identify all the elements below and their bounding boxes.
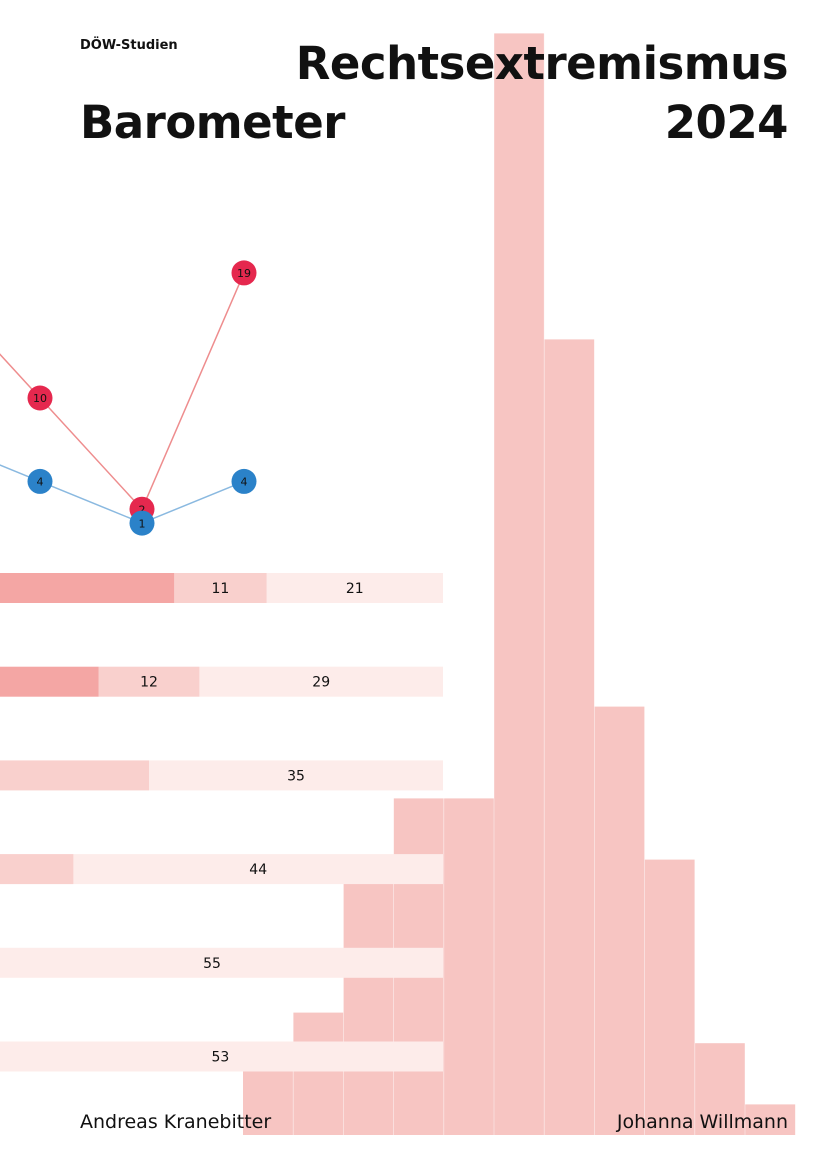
line-chart: 10 2 19 4 1 4 bbox=[0, 260, 257, 536]
histogram-bar-3 bbox=[343, 859, 394, 1135]
bar-segment bbox=[266, 573, 443, 603]
histogram-bar-5 bbox=[443, 798, 494, 1135]
histogram-bar-8 bbox=[594, 706, 645, 1135]
series-line-1 bbox=[0, 272, 245, 511]
bar-segment-remainder bbox=[0, 854, 74, 885]
bar-segment-remainder bbox=[0, 760, 149, 791]
title-line-2-right: 2024 bbox=[664, 96, 789, 149]
bar-segment bbox=[199, 666, 443, 697]
series-line-2 bbox=[0, 464, 245, 524]
title-line-1: Rechtsextremismus bbox=[295, 37, 789, 90]
series-1-point-label: 10 bbox=[33, 392, 47, 405]
bar-value-label: 12 bbox=[140, 675, 158, 691]
series-2-point-label: 4 bbox=[241, 476, 248, 489]
bar-value-label: 11 bbox=[211, 581, 229, 597]
series-2-point bbox=[231, 468, 257, 494]
series-1-point bbox=[27, 385, 53, 411]
bar-segment bbox=[0, 1041, 444, 1072]
bar-segment-remainder bbox=[0, 573, 175, 603]
bar-value-label: 35 bbox=[287, 768, 305, 784]
series-1-point bbox=[231, 260, 257, 286]
series-label: DÖW-Studien bbox=[80, 38, 178, 53]
author-left: Andreas Kranebitter bbox=[80, 1111, 272, 1133]
title-line-2-left: Barometer bbox=[80, 96, 345, 149]
series-1-point-label: 19 bbox=[237, 267, 251, 280]
series-2-point bbox=[129, 510, 155, 536]
histogram-bar-2 bbox=[293, 1012, 344, 1135]
histogram-bar-6 bbox=[494, 33, 545, 1135]
stacked-bar-chart: 21 11 29 12 35 44 55 53 bbox=[0, 573, 444, 1072]
series-1-point-label: 2 bbox=[139, 503, 146, 516]
bar-segment bbox=[0, 947, 443, 978]
bar-segment bbox=[73, 854, 444, 885]
histogram-bar-11 bbox=[745, 1104, 796, 1135]
bar-value-label: 55 bbox=[203, 956, 221, 972]
bar-segment bbox=[149, 760, 443, 791]
bar-value-label: 53 bbox=[211, 1050, 229, 1066]
series-2-point bbox=[27, 468, 53, 494]
histogram-bar-7 bbox=[544, 339, 595, 1135]
bar-value-label: 29 bbox=[312, 675, 330, 691]
series-2-point-label: 1 bbox=[139, 517, 146, 530]
series-2-point-label: 4 bbox=[37, 476, 44, 489]
bar-segment-remainder bbox=[0, 666, 99, 697]
bar-value-label: 44 bbox=[249, 862, 267, 878]
histogram-bar-10 bbox=[694, 1043, 745, 1135]
bar-value-label: 21 bbox=[346, 581, 364, 597]
author-right: Johanna Willmann bbox=[616, 1111, 788, 1133]
bar-segment bbox=[174, 573, 267, 603]
bar-segment bbox=[98, 666, 200, 697]
histogram-bar-9 bbox=[644, 859, 695, 1135]
